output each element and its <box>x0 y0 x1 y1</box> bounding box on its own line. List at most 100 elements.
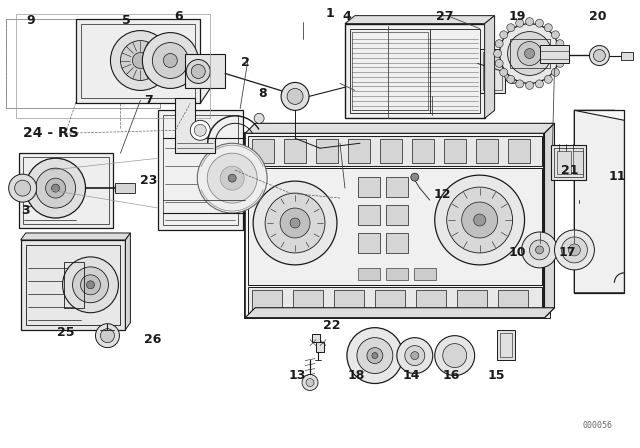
Circle shape <box>529 240 550 260</box>
Text: 21: 21 <box>561 164 578 177</box>
Circle shape <box>474 214 486 226</box>
Bar <box>158 110 243 230</box>
Text: 14: 14 <box>403 369 420 382</box>
Circle shape <box>186 60 210 83</box>
Circle shape <box>163 53 177 68</box>
Circle shape <box>142 33 198 88</box>
Bar <box>500 333 511 357</box>
Circle shape <box>207 153 257 203</box>
Bar <box>416 290 445 312</box>
Bar <box>621 52 634 60</box>
Circle shape <box>545 75 552 83</box>
Text: 2: 2 <box>241 56 250 69</box>
Text: 11: 11 <box>609 170 626 183</box>
Bar <box>248 136 541 166</box>
Text: 19: 19 <box>509 10 526 23</box>
Polygon shape <box>312 334 320 342</box>
Circle shape <box>516 80 524 88</box>
Bar <box>557 151 572 174</box>
Polygon shape <box>76 88 210 103</box>
Circle shape <box>525 48 534 59</box>
Bar <box>552 145 586 180</box>
Text: 20: 20 <box>589 10 606 23</box>
Bar <box>19 153 113 228</box>
Bar <box>380 139 402 163</box>
Bar <box>284 139 306 163</box>
Circle shape <box>561 237 588 263</box>
Bar <box>352 32 428 110</box>
Circle shape <box>536 19 543 27</box>
Circle shape <box>536 246 543 254</box>
Circle shape <box>443 344 467 367</box>
Circle shape <box>290 218 300 228</box>
Circle shape <box>302 375 318 391</box>
Text: 22: 22 <box>323 319 340 332</box>
Bar <box>543 134 550 318</box>
Circle shape <box>552 31 559 39</box>
Circle shape <box>525 82 534 90</box>
Text: 4: 4 <box>342 10 351 23</box>
Bar <box>26 245 120 325</box>
Circle shape <box>557 50 566 57</box>
Circle shape <box>280 208 310 238</box>
Bar <box>115 183 136 193</box>
Circle shape <box>507 75 515 83</box>
Text: 10: 10 <box>509 246 526 259</box>
Text: 1: 1 <box>326 7 334 20</box>
Circle shape <box>287 88 303 104</box>
Circle shape <box>281 82 309 110</box>
Bar <box>386 205 408 225</box>
Bar <box>358 205 380 225</box>
Polygon shape <box>20 233 131 240</box>
Bar <box>497 330 515 360</box>
Bar <box>252 139 274 163</box>
Circle shape <box>265 193 325 253</box>
Bar <box>457 290 486 312</box>
Circle shape <box>500 31 508 39</box>
Text: 3: 3 <box>21 203 30 216</box>
Circle shape <box>536 80 543 88</box>
Bar <box>293 290 323 312</box>
Polygon shape <box>575 110 625 293</box>
Text: 7: 7 <box>144 94 153 107</box>
Circle shape <box>63 257 118 313</box>
Bar <box>20 240 125 330</box>
Circle shape <box>522 232 557 268</box>
Circle shape <box>507 24 515 32</box>
Bar <box>483 52 502 90</box>
Circle shape <box>52 184 60 192</box>
Circle shape <box>589 46 609 65</box>
Polygon shape <box>245 123 554 134</box>
Bar <box>237 170 249 200</box>
Bar <box>237 180 249 188</box>
Circle shape <box>132 52 148 69</box>
Circle shape <box>152 43 188 78</box>
Text: 9: 9 <box>26 14 35 27</box>
Bar <box>334 290 364 312</box>
Circle shape <box>405 345 425 366</box>
Circle shape <box>95 324 120 348</box>
Circle shape <box>411 173 419 181</box>
Circle shape <box>81 275 100 295</box>
Circle shape <box>556 60 564 67</box>
Polygon shape <box>484 16 495 118</box>
Bar <box>509 39 550 69</box>
Bar <box>479 48 504 93</box>
Text: 18: 18 <box>348 369 365 382</box>
Circle shape <box>397 338 433 374</box>
Circle shape <box>545 24 552 32</box>
Polygon shape <box>316 342 324 352</box>
Bar <box>476 139 498 163</box>
Circle shape <box>554 230 595 270</box>
Text: 24 - RS: 24 - RS <box>22 126 78 140</box>
Bar <box>575 110 625 293</box>
Circle shape <box>435 175 525 265</box>
Bar <box>508 139 529 163</box>
Circle shape <box>435 336 475 375</box>
Circle shape <box>593 50 605 61</box>
Circle shape <box>500 68 508 76</box>
Bar <box>6 19 161 108</box>
Bar <box>248 168 541 285</box>
Bar <box>386 268 408 280</box>
Circle shape <box>86 281 95 289</box>
